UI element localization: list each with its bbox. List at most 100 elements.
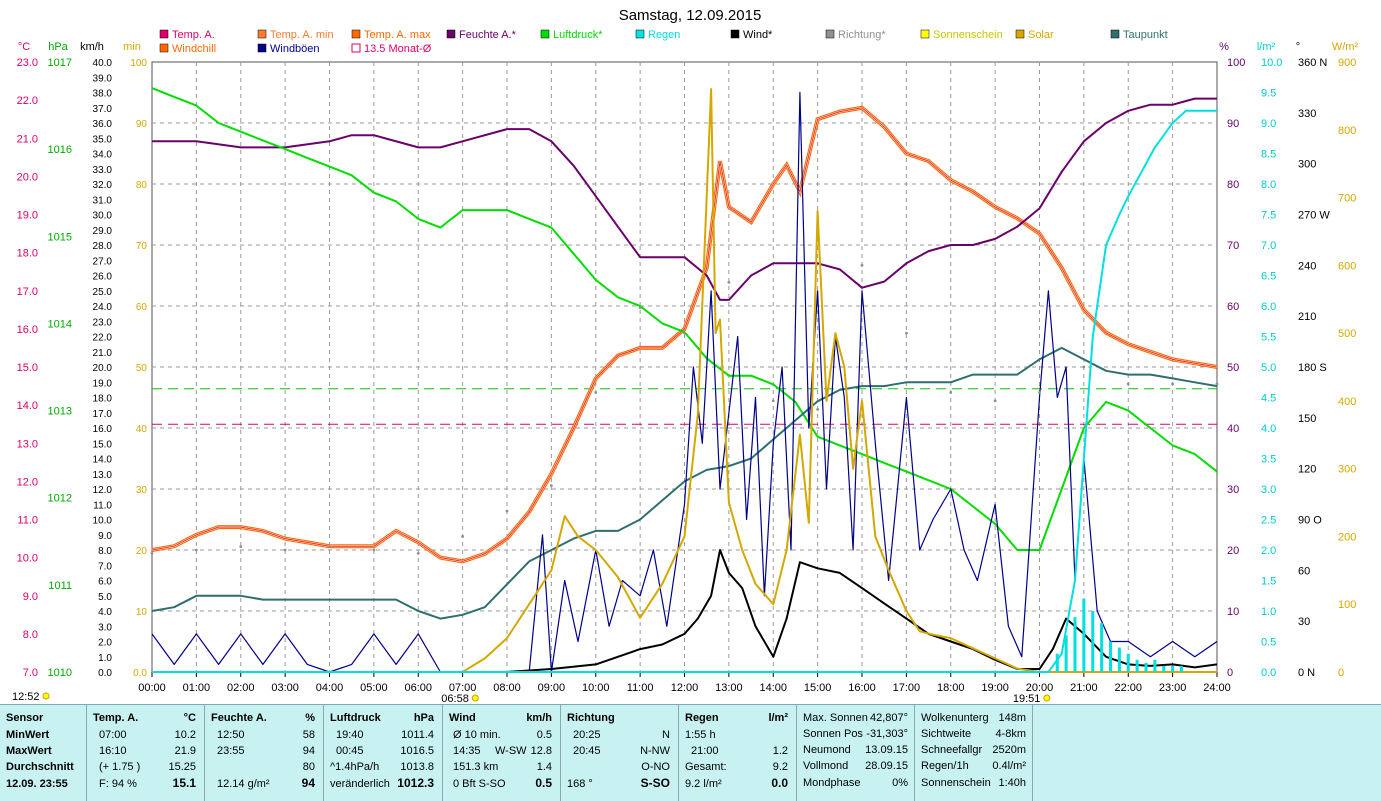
misc-r2-key: Sichtweite [921,728,972,740]
stats-temp: Temp. A. °C 07:00 10.2 16:10 21.9 (+ 1.7… [87,705,205,801]
direction-axis-tick: 330 [1298,108,1316,120]
legend-swatch [257,29,267,39]
rain-axis-tick: 5.0 [1261,362,1276,374]
humidity-axis-tick: 30 [1227,484,1239,496]
wind-axis-tick: 17.0 [93,409,113,420]
press-trend: ^1.4hPa/h [330,761,380,773]
wind-axis-tick: 8.0 [98,546,112,557]
hum-min-time: 12:50 [217,729,245,741]
dir-r1-value: N [662,729,670,741]
wind-axis-tick: 34.0 [93,150,113,161]
solar-axis-tick: 400 [1338,396,1356,408]
solar-axis-tick: 500 [1338,328,1356,340]
temp-axis-tick: 10.0 [17,553,38,565]
legend-item: Windböen [257,43,320,55]
temp-axis-tick: 18.0 [17,248,38,260]
sun-axis-tick: 80 [136,180,148,191]
wind-axis-tick: 10.0 [93,516,113,527]
hum-current-value: 94 [301,776,315,790]
x-tick-label: 15:00 [804,682,832,694]
press-max-value: 1016.5 [400,745,434,757]
rain-axis-tick: 6.0 [1261,301,1276,313]
sun-axis-tick: 10 [136,607,148,618]
sun-axis-tick: 70 [136,241,148,252]
rain-axis-tick: 7.0 [1261,240,1276,252]
wind-max-time: 14:35 [453,745,481,757]
direction-axis-tick: 300 [1298,159,1316,171]
series-richtung-point [1126,382,1130,386]
rain-axis-tick: 4.5 [1261,393,1276,405]
dir-r2-value: N-NW [640,745,670,757]
sun-axis-tick: 30 [136,485,148,496]
sensor-header: Sensor [6,712,44,724]
solar-axis-unit: W/m² [1332,41,1359,53]
misc-r1-value: 148m [998,712,1026,724]
legend-label: Temp. A. min [270,29,334,41]
legend-item: Taupunkt [1110,29,1168,41]
legend-item: Richtung* [825,29,886,41]
sensor-row-max: MaxWert [6,745,52,757]
x-tick-label: 08:00 [493,682,521,694]
x-tick-label: 20:00 [1026,682,1054,694]
series-temp-a-line [151,107,1218,562]
press-min-time: 19:40 [336,729,364,741]
rain-axis-unit: l/m² [1257,41,1276,53]
sun-axis-tick: 90 [136,119,148,130]
direction-axis-tick: 30 [1298,616,1310,628]
legend-item: Luftdruck* [540,29,603,41]
series-regen-h-bar [1162,665,1166,672]
legend-swatch [825,29,835,39]
series-richtung-point [771,399,775,403]
series-richtung-point [993,399,997,403]
direction-axis-tick: 180 S [1298,362,1327,374]
pressure-axis-tick: 1017 [48,57,72,69]
series-richtung-point [194,548,198,552]
temp-axis-tick: 8.0 [23,629,38,641]
pressure-axis-tick: 1015 [48,231,72,243]
x-tick-label: 02:00 [227,682,255,694]
stats-wind: Wind km/h Ø 10 min. 0.5 14:35 W-SW 12.8 … [443,705,561,801]
series-regen-h-bar [1082,598,1086,672]
series-richtung-point [727,280,731,284]
legend-item: Wind* [730,29,773,41]
wind-axis-tick: 7.0 [98,561,112,572]
astro-r3-key: Neumond [803,744,851,756]
wind-axis-tick: 15.0 [93,439,113,450]
series-richtung-point [638,306,642,310]
legend-item: Temp. A. max [351,29,431,41]
series-taupunkt-line [151,346,1218,620]
rain-axis-tick: 1.0 [1261,606,1276,618]
stats-rain: Regen l/m² 1:55 h 21:00 1.2 Gesamt: 9.2 … [679,705,797,801]
temp-max-time: 16:10 [99,745,127,757]
rain-axis-tick: 4.0 [1261,423,1276,435]
rain-axis-tick: 8.5 [1261,149,1276,161]
rain-axis-tick: 0.5 [1261,637,1276,649]
rain-axis-tick: 8.0 [1261,179,1276,191]
rain-axis-tick: 6.5 [1261,271,1276,283]
pressure-axis-tick: 1013 [48,406,72,418]
x-tick-label: 12:00 [671,682,699,694]
series-richtung-point [505,509,509,513]
series-richtung-point [1215,382,1219,386]
legend-item: Windchill [159,43,216,55]
sun-axis-tick: 40 [136,424,148,435]
legend: Temp. A. Temp. A. min Temp. A. max Feuchte … [159,29,1168,55]
temp-unit: °C [183,712,196,724]
sun-axis-tick: 0.0 [133,668,147,679]
x-annotation: 19:51 [1013,693,1041,704]
rain-max-value: 1.2 [772,745,788,757]
legend-label: Windböen [270,43,320,55]
solar-axis-tick: 700 [1338,193,1356,205]
x-tick-label: 04:00 [316,682,344,694]
astro-r4-value: 28.09.15 [865,760,908,772]
legend-label: Luftdruck* [553,29,603,41]
rain-axis-tick: 0.0 [1261,667,1276,679]
rain-unit: l/m² [768,712,788,724]
wind-axis-tick: 9.0 [98,531,112,542]
weather-chart: Samstag, 12.09.2015 Temp. A. Temp. A. min… [12,7,1359,704]
legend-label: Wind* [743,29,773,41]
legend-swatch [159,29,169,39]
series-richtung-point [416,551,420,555]
humidity-axis-tick: 70 [1227,240,1239,252]
press-forecast: veränderlich [330,778,390,790]
